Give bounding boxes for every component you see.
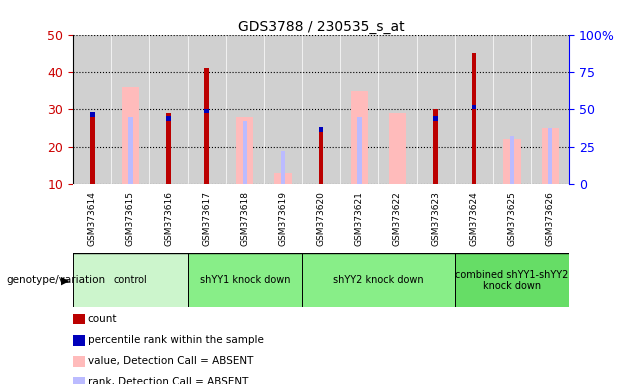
Bar [73, 253, 188, 307]
Text: GSM373623: GSM373623 [431, 192, 440, 246]
Text: GSM373614: GSM373614 [88, 192, 97, 246]
Bar [471, 105, 476, 109]
Bar [122, 87, 139, 184]
Bar [166, 116, 171, 121]
Bar [90, 113, 95, 117]
Bar [90, 113, 95, 184]
Text: GSM373622: GSM373622 [393, 192, 402, 246]
Title: GDS3788 / 230535_s_at: GDS3788 / 230535_s_at [238, 20, 404, 33]
Bar [188, 253, 302, 307]
Text: GSM373620: GSM373620 [317, 192, 326, 246]
Bar [433, 116, 438, 121]
Text: GSM373618: GSM373618 [240, 191, 249, 247]
Bar [319, 132, 324, 184]
Bar [433, 109, 438, 184]
Text: genotype/variation: genotype/variation [6, 275, 106, 285]
Text: shYY2 knock down: shYY2 knock down [333, 275, 424, 285]
Text: GSM373621: GSM373621 [355, 192, 364, 246]
Bar [455, 253, 569, 307]
Text: combined shYY1-shYY2
knock down: combined shYY1-shYY2 knock down [455, 270, 569, 291]
Bar [280, 151, 286, 184]
Text: GSM373619: GSM373619 [279, 191, 287, 247]
Bar [504, 139, 521, 184]
Text: percentile rank within the sample: percentile rank within the sample [88, 335, 264, 345]
Bar [389, 113, 406, 184]
Text: rank, Detection Call = ABSENT: rank, Detection Call = ABSENT [88, 377, 248, 384]
Bar [542, 128, 559, 184]
Text: ▶: ▶ [62, 275, 70, 285]
Text: GSM373616: GSM373616 [164, 191, 173, 247]
Text: GSM373617: GSM373617 [202, 191, 211, 247]
Text: shYY1 knock down: shYY1 knock down [200, 275, 290, 285]
Text: value, Detection Call = ABSENT: value, Detection Call = ABSENT [88, 356, 253, 366]
Text: count: count [88, 314, 117, 324]
Bar [204, 68, 209, 184]
Bar [509, 136, 515, 184]
Bar [242, 121, 247, 184]
Bar [204, 109, 209, 113]
Bar [237, 117, 253, 184]
Text: control: control [113, 275, 148, 285]
Text: GSM373624: GSM373624 [469, 192, 478, 246]
Bar [319, 127, 324, 132]
Bar [471, 53, 476, 184]
Text: GSM373615: GSM373615 [126, 191, 135, 247]
Bar [166, 113, 171, 184]
Text: GSM373625: GSM373625 [508, 192, 516, 246]
Bar [275, 173, 292, 184]
Bar [548, 128, 553, 184]
Bar [357, 117, 362, 184]
Text: GSM373626: GSM373626 [546, 192, 555, 246]
Bar [128, 117, 133, 184]
Bar [302, 253, 455, 307]
Bar [351, 91, 368, 184]
